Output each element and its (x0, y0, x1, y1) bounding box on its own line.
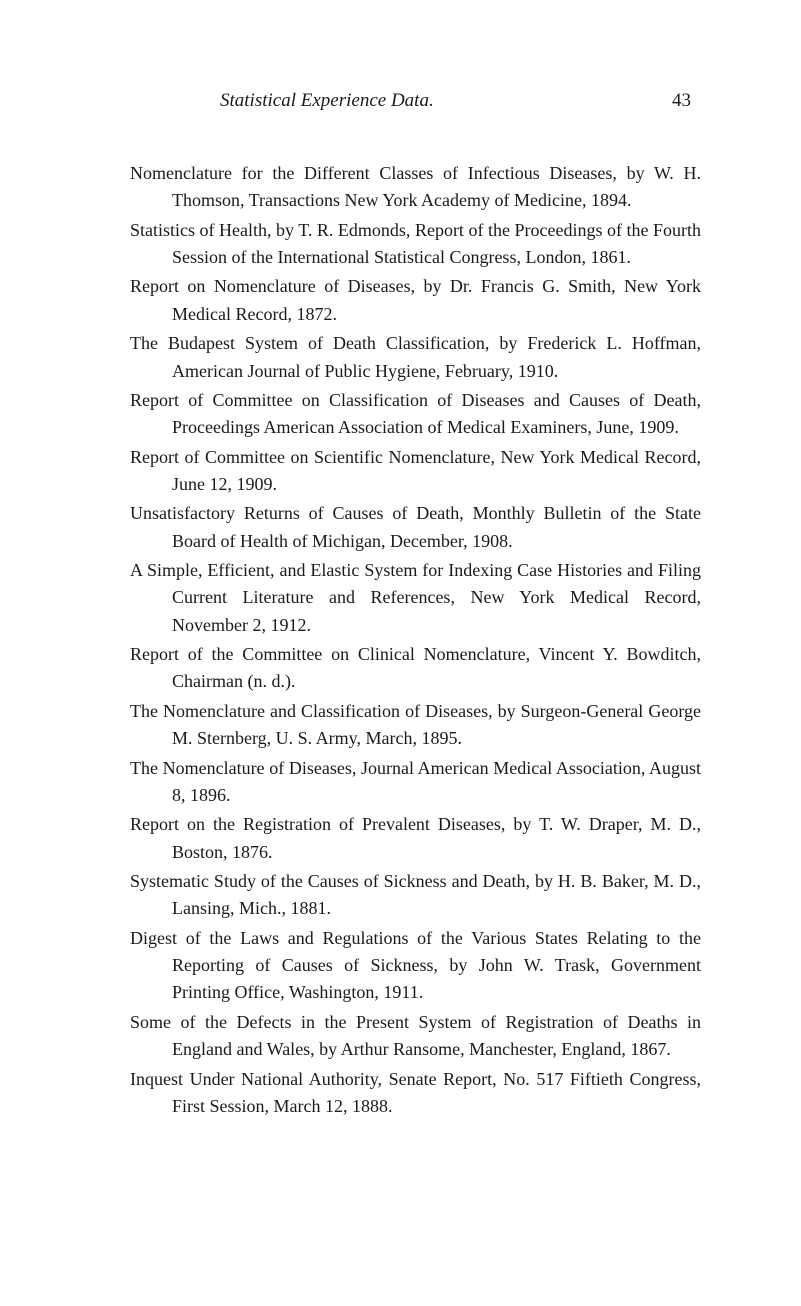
bibliography-entry: Report of Committee on Classification of… (130, 387, 701, 442)
bibliography-entry: Some of the Defects in the Present Syste… (130, 1009, 701, 1064)
bibliography-entry: The Nomenclature of Diseases, Journal Am… (130, 755, 701, 810)
bibliography-entry: A Simple, Efficient, and Elastic System … (130, 557, 701, 639)
bibliography-entry: Report on Nomenclature of Diseases, by D… (130, 273, 701, 328)
page-number: 43 (672, 90, 691, 112)
bibliography-list: Nomenclature for the Different Classes o… (130, 160, 701, 1120)
bibliography-entry: Report of the Committee on Clinical Nome… (130, 641, 701, 696)
bibliography-entry: Systematic Study of the Causes of Sickne… (130, 868, 701, 923)
bibliography-entry: Inquest Under National Authority, Senate… (130, 1066, 701, 1121)
bibliography-entry: Report of Committee on Scientific Nomenc… (130, 444, 701, 499)
page-header: Statistical Experience Data. 43 (130, 90, 701, 112)
bibliography-entry: Nomenclature for the Different Classes o… (130, 160, 701, 215)
bibliography-entry: The Budapest System of Death Classificat… (130, 330, 701, 385)
bibliography-entry: Unsatisfactory Returns of Causes of Deat… (130, 500, 701, 555)
bibliography-entry: Statistics of Health, by T. R. Edmonds, … (130, 217, 701, 272)
running-title: Statistical Experience Data. (220, 90, 434, 112)
bibliography-entry: Report on the Registration of Prevalent … (130, 811, 701, 866)
bibliography-entry: Digest of the Laws and Regulations of th… (130, 925, 701, 1007)
bibliography-entry: The Nomenclature and Classification of D… (130, 698, 701, 753)
